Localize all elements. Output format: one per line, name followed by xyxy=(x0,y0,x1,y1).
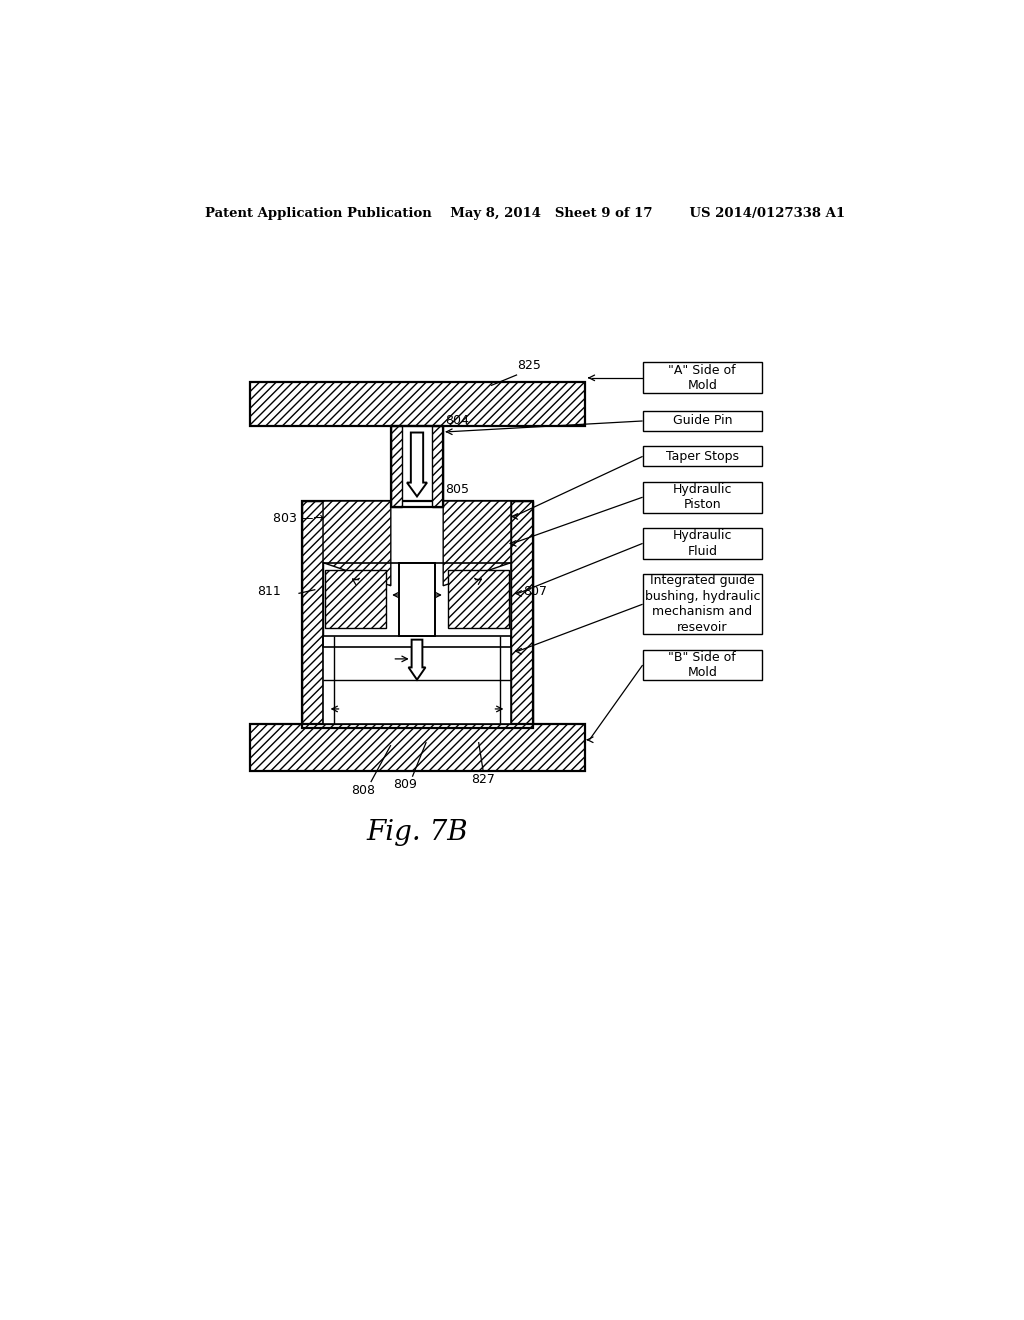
Bar xyxy=(398,562,435,636)
Text: Guide Pin: Guide Pin xyxy=(673,414,732,428)
Bar xyxy=(643,411,762,430)
Text: "A" Side of
Mold: "A" Side of Mold xyxy=(669,363,736,392)
Bar xyxy=(250,725,585,771)
Text: 808: 808 xyxy=(351,784,375,797)
Text: 804: 804 xyxy=(444,413,469,426)
Text: 825: 825 xyxy=(517,359,541,372)
Text: 827: 827 xyxy=(471,774,496,785)
Bar xyxy=(643,482,762,512)
Bar xyxy=(643,446,762,466)
Bar xyxy=(447,570,509,628)
Bar xyxy=(643,528,762,558)
Text: Hydraulic
Fluid: Hydraulic Fluid xyxy=(673,529,732,557)
Bar xyxy=(250,381,585,426)
Bar xyxy=(325,570,386,628)
Text: "B" Side of
Mold: "B" Side of Mold xyxy=(669,651,736,680)
Text: Integrated guide
bushing, hydraulic
mechanism and
resevoir: Integrated guide bushing, hydraulic mech… xyxy=(644,574,760,634)
Text: Hydraulic
Piston: Hydraulic Piston xyxy=(673,483,732,511)
Bar xyxy=(511,502,532,729)
Bar xyxy=(301,502,532,729)
Bar xyxy=(391,426,443,507)
Bar xyxy=(391,426,401,507)
Bar xyxy=(323,636,511,725)
Text: Taper Stops: Taper Stops xyxy=(666,450,738,463)
FancyArrow shape xyxy=(407,433,427,496)
Bar xyxy=(301,502,323,729)
FancyArrow shape xyxy=(409,640,425,680)
Text: 805: 805 xyxy=(444,483,469,496)
Text: Fig. 7B: Fig. 7B xyxy=(367,818,468,846)
Bar xyxy=(643,363,762,393)
Polygon shape xyxy=(443,502,511,586)
Text: 807: 807 xyxy=(523,585,547,598)
Text: 803 —→: 803 —→ xyxy=(273,512,324,525)
Bar xyxy=(643,574,762,635)
Bar xyxy=(432,426,443,507)
Text: Patent Application Publication    May 8, 2014   Sheet 9 of 17        US 2014/012: Patent Application Publication May 8, 20… xyxy=(205,207,845,220)
Text: 809: 809 xyxy=(393,779,417,791)
Bar xyxy=(323,562,511,647)
Polygon shape xyxy=(323,502,391,586)
Bar xyxy=(643,649,762,681)
Text: 811: 811 xyxy=(257,585,281,598)
